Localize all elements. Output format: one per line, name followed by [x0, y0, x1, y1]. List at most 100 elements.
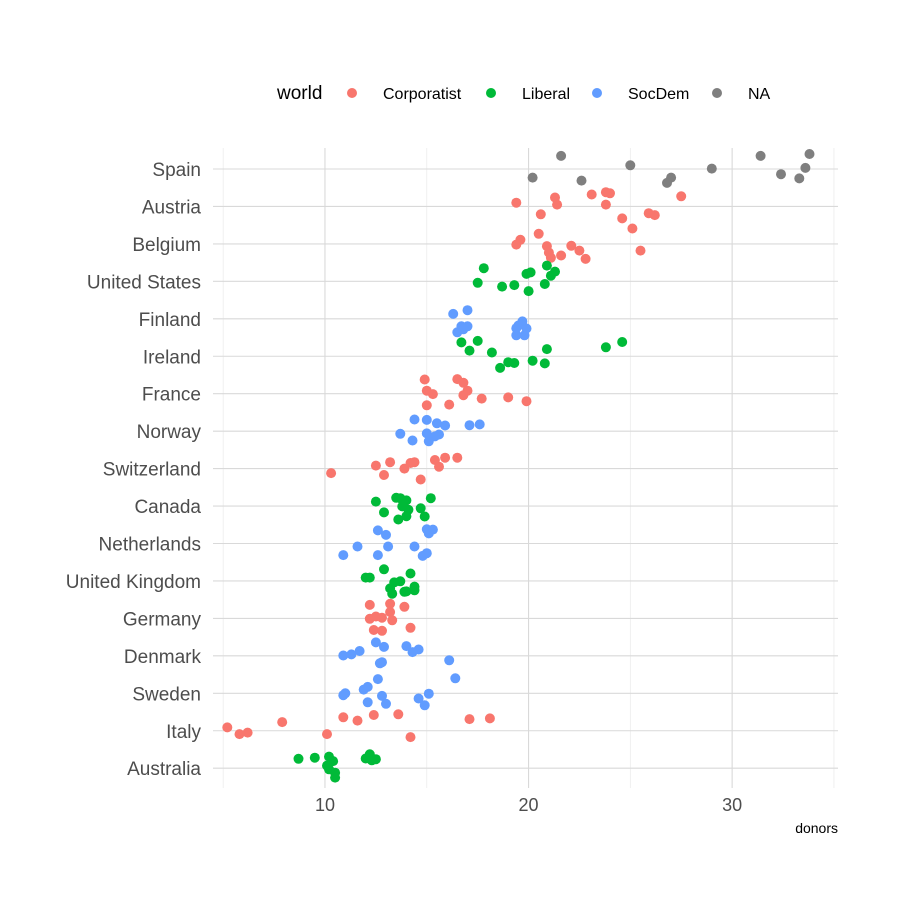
data-point-socdem	[413, 693, 424, 704]
data-point-corporatist	[552, 199, 563, 210]
legend-key-na	[712, 88, 722, 98]
y-tick-label: Italy	[166, 722, 201, 743]
data-point-liberal	[497, 281, 508, 292]
data-point-socdem	[381, 698, 391, 709]
data-point-socdem	[372, 525, 383, 536]
data-point-corporatist	[484, 713, 495, 724]
y-tick-label: Netherlands	[99, 535, 201, 556]
data-point-socdem	[346, 649, 357, 660]
data-point-corporatist	[434, 461, 444, 472]
data-point-socdem	[448, 308, 459, 319]
data-point-corporatist	[409, 457, 420, 468]
data-point-socdem	[421, 414, 432, 425]
data-point-corporatist	[385, 607, 396, 617]
data-point-socdem	[409, 541, 420, 552]
data-point-na	[794, 173, 805, 184]
data-point-na	[625, 160, 636, 171]
data-point-liberal	[521, 268, 532, 279]
data-point-corporatist	[405, 732, 416, 743]
data-point-socdem	[521, 323, 532, 334]
data-point-socdem	[379, 641, 389, 652]
data-point-socdem	[374, 658, 385, 669]
data-point-corporatist	[556, 250, 567, 261]
data-point-na	[556, 150, 567, 161]
y-tick-label: Belgium	[132, 235, 201, 256]
data-point-liberal	[405, 568, 416, 579]
data-point-corporatist	[399, 601, 410, 612]
data-point-liberal	[464, 345, 475, 356]
data-point-socdem	[423, 528, 434, 539]
data-point-socdem	[431, 418, 442, 429]
data-point-corporatist	[444, 399, 455, 410]
data-point-corporatist	[379, 470, 389, 480]
data-point-liberal	[401, 586, 412, 597]
data-point-socdem	[440, 420, 451, 431]
data-point-liberal	[409, 585, 420, 596]
data-point-socdem	[358, 684, 369, 695]
legend: world Corporatist Liberal SocDem NA	[276, 83, 771, 104]
data-point-socdem	[511, 330, 522, 341]
data-point-socdem	[354, 646, 365, 656]
x-axis-tick-labels: 10 20 30	[315, 795, 742, 815]
data-points	[222, 149, 815, 783]
data-point-liberal	[472, 335, 483, 346]
y-tick-label: Canada	[134, 497, 201, 518]
y-tick-label: Denmark	[124, 647, 202, 668]
y-tick-label: Austria	[142, 197, 202, 218]
data-point-liberal	[486, 347, 497, 358]
x-tick-label: 10	[315, 795, 335, 815]
data-point-corporatist	[566, 240, 577, 251]
data-point-corporatist	[521, 396, 532, 407]
data-point-liberal	[509, 358, 520, 368]
data-point-corporatist	[427, 389, 438, 400]
data-point-corporatist	[464, 714, 475, 725]
data-point-liberal	[330, 772, 341, 783]
data-point-liberal	[527, 355, 538, 366]
data-point-corporatist	[676, 191, 687, 202]
data-point-liberal	[539, 358, 550, 369]
data-point-socdem	[423, 436, 434, 447]
y-tick-label: Norway	[137, 422, 202, 443]
data-point-corporatist	[617, 213, 628, 224]
data-point-corporatist	[586, 189, 597, 200]
legend-title: world	[276, 83, 322, 104]
y-tick-label: Ireland	[143, 347, 201, 368]
data-point-socdem	[423, 688, 434, 699]
data-point-socdem	[419, 700, 430, 711]
data-point-socdem	[444, 655, 455, 666]
data-point-liberal	[509, 280, 520, 291]
data-point-corporatist	[222, 722, 233, 733]
data-point-liberal	[393, 514, 404, 525]
data-point-corporatist	[415, 474, 426, 485]
data-point-corporatist	[377, 625, 387, 636]
y-tick-label: Germany	[123, 609, 202, 630]
data-point-corporatist	[605, 188, 615, 199]
data-point-liberal	[387, 588, 398, 599]
data-point-corporatist	[600, 199, 611, 210]
data-point-socdem	[513, 320, 524, 331]
data-point-corporatist	[399, 463, 410, 474]
data-point-socdem	[401, 641, 412, 652]
data-point-corporatist	[234, 729, 245, 740]
data-point-socdem	[377, 690, 387, 701]
data-point-na	[706, 163, 717, 174]
data-point-socdem	[338, 690, 349, 701]
y-tick-label: Sweden	[132, 684, 201, 705]
x-tick-label: 20	[519, 795, 539, 815]
data-point-liberal	[600, 342, 611, 353]
data-point-socdem	[458, 324, 469, 335]
y-axis-tick-labels: Spain Austria Belgium United States Finland I…	[66, 160, 202, 780]
data-point-socdem	[352, 541, 363, 552]
data-point-corporatist	[385, 457, 396, 468]
data-point-liberal	[523, 286, 534, 297]
data-point-corporatist	[580, 253, 591, 264]
data-point-na	[662, 177, 672, 188]
data-point-socdem	[381, 529, 391, 540]
data-point-corporatist	[458, 377, 469, 388]
data-point-socdem	[383, 541, 394, 552]
data-point-liberal	[541, 344, 552, 355]
data-point-corporatist	[338, 712, 349, 723]
data-point-socdem	[464, 420, 475, 431]
data-point-liberal	[617, 337, 628, 347]
data-point-corporatist	[627, 223, 638, 234]
